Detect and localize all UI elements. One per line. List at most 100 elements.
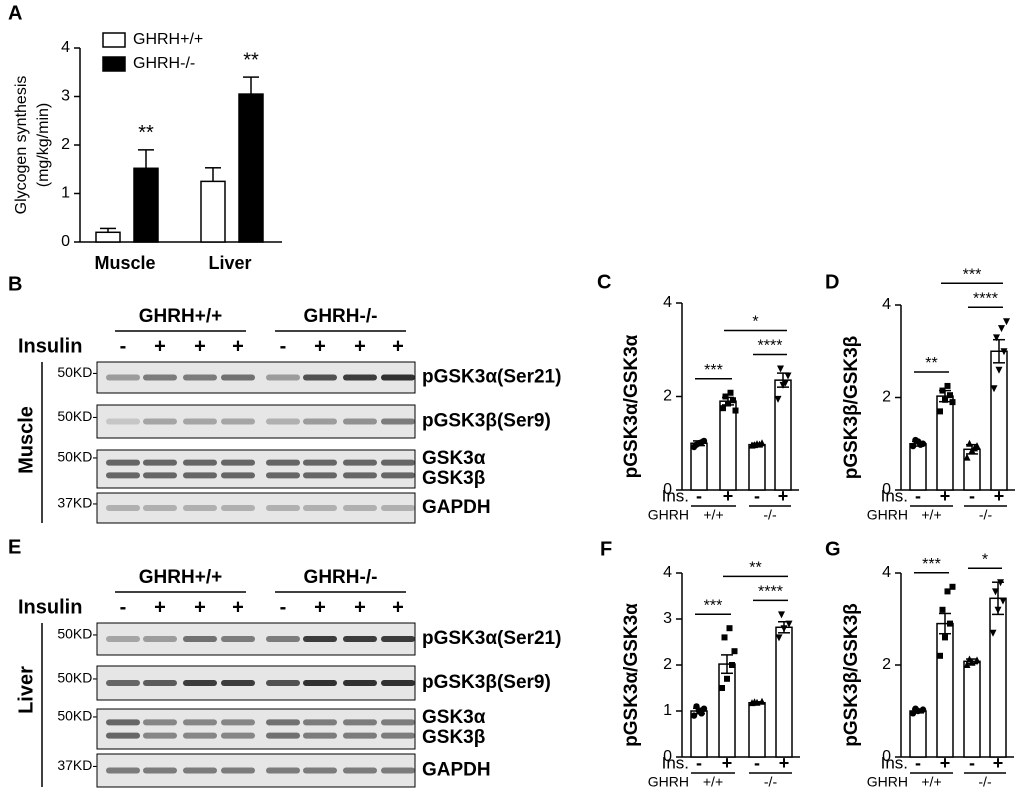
y-tick-label: 0 <box>663 748 672 765</box>
y-tick-label: 3 <box>663 610 672 627</box>
x-tick-label: - <box>754 486 760 506</box>
blot-band <box>303 767 337 774</box>
blot-band <box>343 680 377 686</box>
blot-band <box>106 680 140 686</box>
blot-band <box>143 732 177 739</box>
significance-label: * <box>752 314 758 331</box>
blot-band <box>381 472 415 479</box>
data-point <box>721 634 728 641</box>
blot-band <box>266 767 300 774</box>
blot-band <box>381 374 415 381</box>
panel-label: F <box>600 538 612 560</box>
lane-label: + <box>154 596 166 618</box>
significance-label: *** <box>922 556 941 573</box>
blot-band <box>183 472 217 479</box>
bar <box>238 93 264 243</box>
group-label: GHRH-/- <box>304 567 378 588</box>
group-label: GHRH <box>867 507 908 523</box>
blot-band <box>183 505 217 511</box>
blot-band <box>381 505 415 511</box>
blot-band <box>221 374 255 381</box>
significance-label: ** <box>749 560 761 577</box>
blot-band <box>221 732 255 739</box>
blot-band <box>381 459 415 466</box>
data-point <box>937 652 943 659</box>
tissue-label: Muscle <box>15 406 37 474</box>
y-tick-label: 4 <box>663 564 672 581</box>
data-point <box>963 661 971 668</box>
blot-band <box>381 767 415 774</box>
data-point <box>732 407 739 414</box>
blot-band <box>303 418 337 425</box>
legend-swatch <box>102 32 126 48</box>
data-point <box>942 634 948 641</box>
mw-marker: 37KD- <box>57 757 97 773</box>
row-label: pGSK3β(Ser9) <box>422 411 551 432</box>
blot-band <box>303 505 337 511</box>
data-point <box>966 655 973 663</box>
data-point <box>722 393 729 400</box>
x-tick-label: + <box>778 486 789 506</box>
blot-band <box>221 719 255 726</box>
blot-band <box>343 472 377 479</box>
blot-band <box>343 636 377 642</box>
y-tick-label: 2 <box>663 656 672 673</box>
category-label: Ins. <box>662 753 689 772</box>
y-axis-label: pGSK3β/GSK3β <box>841 336 862 480</box>
blot-band <box>303 374 337 381</box>
blot-band <box>303 472 337 479</box>
blot-band <box>221 505 255 511</box>
blot-band <box>106 472 140 479</box>
blot-band <box>143 719 177 726</box>
blot-band <box>266 505 300 511</box>
group-label: GHRH+/+ <box>139 306 222 327</box>
bar <box>989 597 1007 758</box>
data-point <box>994 606 1002 614</box>
data-point <box>942 396 948 403</box>
data-point <box>729 662 735 668</box>
group-tick-label: -/- <box>979 507 993 523</box>
data-point <box>784 372 792 380</box>
group-tick-label: -/- <box>763 507 777 523</box>
mw-marker: 50KD- <box>57 670 97 686</box>
blot-band <box>106 374 140 381</box>
x-tick-label: - <box>969 753 975 773</box>
category-label: Ins. <box>662 486 689 505</box>
data-point <box>998 325 1005 333</box>
data-point <box>909 442 917 450</box>
row-label: pGSK3α(Ser21) <box>422 628 561 649</box>
x-tick-label: - <box>696 486 702 506</box>
mw-marker: 50KD- <box>57 449 97 465</box>
bar <box>690 442 708 491</box>
treatment-label: Insulin <box>18 596 82 618</box>
lane-label: + <box>354 596 366 618</box>
bar <box>963 660 981 758</box>
blot-band <box>183 719 217 726</box>
blot-band <box>183 418 217 425</box>
data-point <box>758 697 766 705</box>
data-point <box>966 439 973 447</box>
group-tick-label: +/+ <box>703 774 723 790</box>
row-label: pGSK3α(Ser21) <box>422 367 561 388</box>
y-tick-label: 3 <box>61 88 70 105</box>
bar <box>95 231 121 243</box>
blot-band <box>183 680 217 686</box>
data-point <box>698 439 705 446</box>
legend-swatch <box>102 56 126 72</box>
y-tick-label: 2 <box>61 136 70 153</box>
mw-marker: 50KD- <box>57 708 97 724</box>
category-label: Ins. <box>881 486 908 505</box>
data-point <box>997 579 1004 587</box>
data-point <box>963 453 971 461</box>
data-point <box>995 366 1003 374</box>
row-label: GSK3α <box>422 448 486 469</box>
significance-label: **** <box>973 290 998 307</box>
y-tick-label: 4 <box>663 294 672 311</box>
blot-band <box>266 472 300 479</box>
blot-band <box>143 418 177 425</box>
data-point <box>947 620 953 627</box>
blot-band <box>303 732 337 739</box>
data-point <box>1003 318 1010 326</box>
group-label: GHRH+/+ <box>139 567 222 588</box>
